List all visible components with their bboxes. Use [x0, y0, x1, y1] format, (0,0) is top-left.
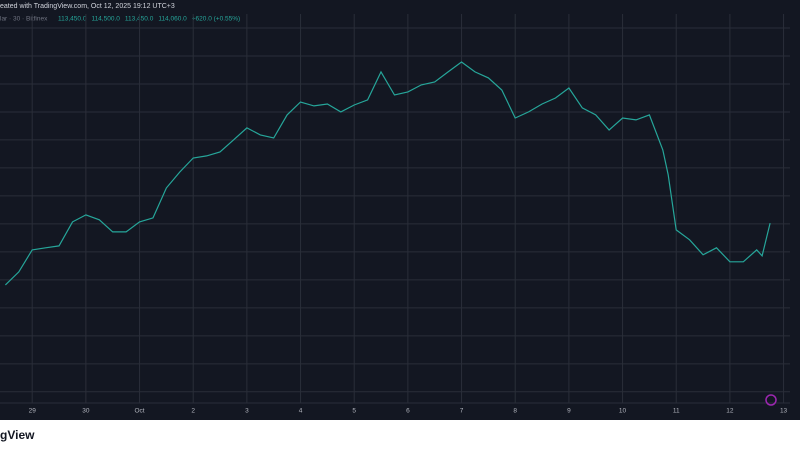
x-tick-label: 11	[673, 408, 680, 415]
symbol: lar · 30 · Bitfinex	[0, 16, 48, 23]
x-tick-label: 10	[619, 408, 627, 415]
ohlc-legend: 113,450.0114,500.0113,450.0114,060.0+620…	[58, 16, 240, 23]
x-tick-label: 12	[726, 408, 734, 415]
price-line	[4, 61, 771, 286]
x-tick-label: Oct	[134, 408, 144, 415]
x-tick-label: 13	[780, 408, 788, 415]
x-tick-label: 9	[567, 408, 571, 415]
ohlc-value: 114,500.0	[91, 16, 120, 23]
x-tick-label: 2	[191, 408, 195, 415]
x-tick-label: 6	[406, 408, 410, 415]
x-tick-label: 29	[29, 408, 37, 415]
credit: eated with TradingView.com, Oct 12, 2025…	[0, 3, 175, 10]
x-tick-label: 30	[82, 408, 90, 415]
x-tick-label: 8	[513, 408, 517, 415]
x-tick-label: 5	[352, 408, 356, 415]
x-tick-label: 7	[460, 408, 464, 415]
plot-area: 29 30 Oct 2 3 4 5 6 7 8 9 10 11 12 13	[0, 14, 790, 415]
x-tick-label: 3	[245, 408, 249, 415]
ohlc-value: +620.0 (+0.55%)	[192, 16, 240, 23]
ohlc-value: 114,060.0	[158, 16, 187, 23]
chart-background	[0, 0, 800, 420]
x-tick-label: 4	[299, 408, 303, 415]
logo-icon	[765, 394, 777, 406]
footer-brand: gView	[0, 428, 35, 442]
ohlc-value: 113,450.0	[58, 16, 87, 23]
